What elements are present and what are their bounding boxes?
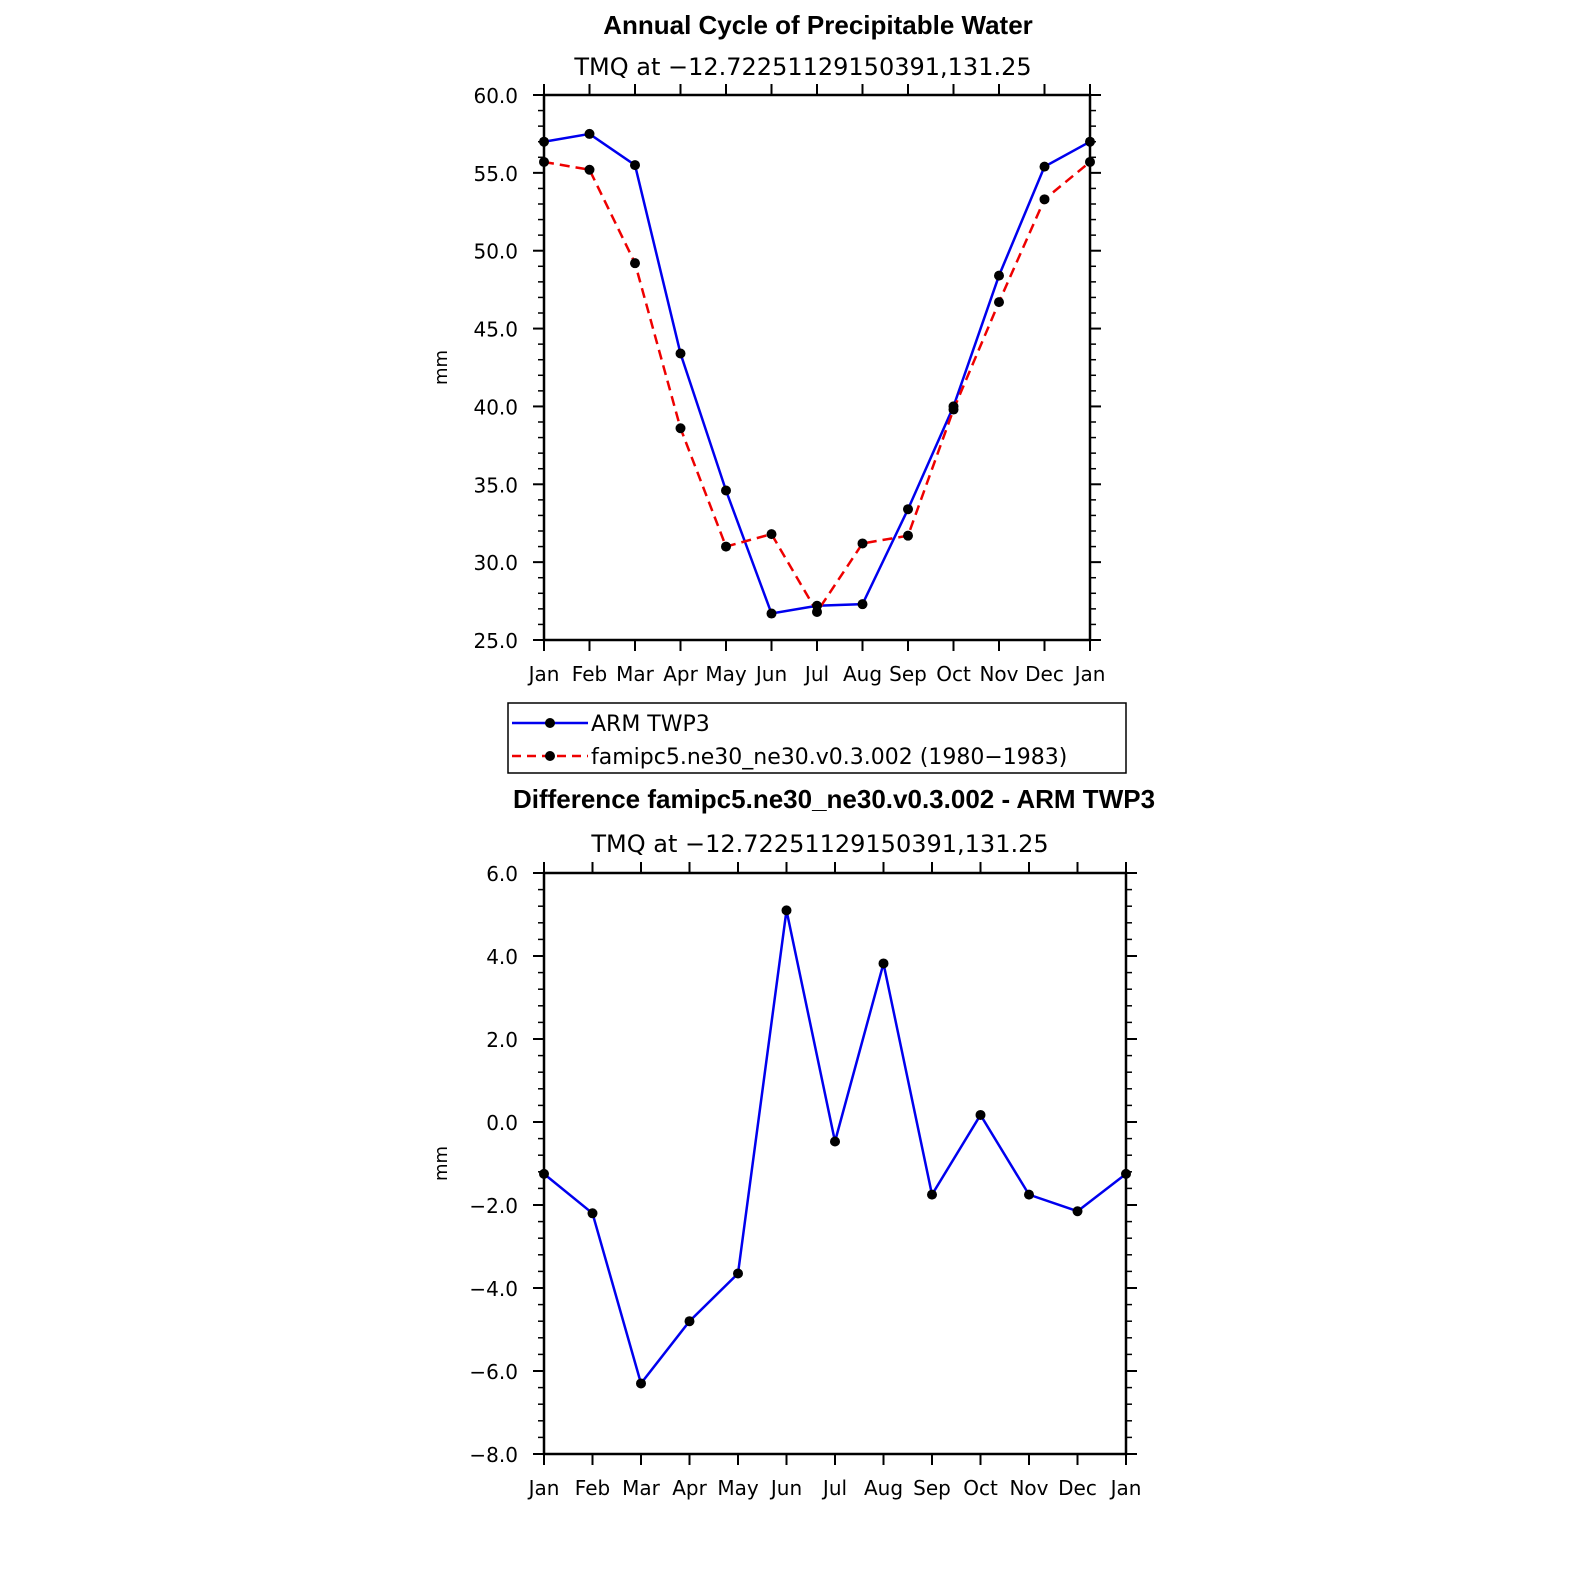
- bottom-data-point-0: [975, 1109, 986, 1120]
- top-data-point-0: [1085, 136, 1095, 147]
- top-x-tick-label: Jun: [754, 662, 787, 686]
- bottom-data-point-0: [587, 1208, 598, 1219]
- top-data-point-1: [948, 404, 959, 415]
- bottom-y-tick-label: 6.0: [486, 862, 518, 886]
- bottom-y-tick-label: 2.0: [486, 1028, 518, 1052]
- bottom-data-point-0: [1072, 1206, 1083, 1217]
- top-x-tick-label: Mar: [616, 662, 655, 686]
- top-y-tick-label: 55.0: [473, 162, 518, 186]
- top-x-tick-label: Jan: [527, 662, 560, 686]
- top-data-point-0: [994, 270, 1004, 281]
- top-y-axis-label: mm: [431, 350, 452, 385]
- bottom-x-tick-label: Aug: [864, 1476, 903, 1500]
- legend-box: [507, 702, 1127, 774]
- top-x-tick-label: Aug: [843, 662, 882, 686]
- bottom-y-tick-label: −4.0: [469, 1277, 518, 1301]
- bottom-y-axis-label: mm: [431, 1146, 452, 1181]
- bottom-x-tick-label: Mar: [622, 1476, 661, 1500]
- bottom-x-tick-label: Nov: [1009, 1476, 1048, 1500]
- top-series-line-1: [543, 160, 1091, 615]
- bottom-data-point-0: [733, 1268, 743, 1279]
- bottom-x-tick-label: Jun: [769, 1476, 802, 1500]
- bottom-y-tick-label: −2.0: [469, 1194, 518, 1218]
- bottom-x-tick-label: Sep: [913, 1476, 951, 1500]
- top-series-line-0: [543, 132, 1091, 615]
- bottom-chart-subtitle: TMQ at −12.72251129150391,131.25: [590, 830, 1048, 858]
- bottom-plot-frame: [542, 871, 1128, 1456]
- bottom-data-point-0: [927, 1189, 937, 1200]
- top-data-point-1: [766, 529, 777, 540]
- bottom-data-point-0: [1024, 1189, 1034, 1200]
- bottom-series-line-0: [543, 910, 1127, 1387]
- bottom-data-point-0: [636, 1378, 646, 1389]
- top-y-tick-label: 40.0: [473, 395, 518, 419]
- bottom-x-tick-label: Jan: [527, 1476, 560, 1500]
- top-y-tick-label: 30.0: [473, 551, 518, 575]
- bottom-data-point-0: [684, 1316, 695, 1327]
- top-y-tick-label: 45.0: [473, 318, 518, 342]
- bottom-x-tick-label: Dec: [1058, 1476, 1097, 1500]
- top-data-point-0: [675, 348, 686, 359]
- bottom-x-tick-label: Jan: [1109, 1476, 1142, 1500]
- top-data-point-1: [994, 297, 1004, 308]
- top-data-point-0: [903, 504, 913, 515]
- top-data-point-0: [1039, 161, 1050, 172]
- top-data-point-1: [584, 164, 595, 175]
- top-data-point-1: [857, 538, 868, 549]
- top-data-point-1: [812, 606, 822, 617]
- top-x-tick-label: May: [705, 662, 747, 686]
- top-y-tick-label: 60.0: [473, 84, 518, 108]
- bottom-x-tick-label: May: [717, 1476, 759, 1500]
- top-data-point-0: [766, 608, 777, 619]
- top-x-tick-label: Jan: [1073, 662, 1106, 686]
- top-chart-subtitle: TMQ at −12.72251129150391,131.25: [573, 53, 1031, 81]
- top-x-tick-label: Feb: [572, 662, 607, 686]
- top-chart: Jan Feb Mar Apr May Jun Jul Aug Sep Oct Nov Dec Jan 2…: [431, 84, 1105, 686]
- top-data-point-0: [539, 136, 549, 147]
- top-x-tick-label: Apr: [663, 662, 698, 686]
- bottom-data-point-0: [830, 1136, 840, 1147]
- top-y-tick-label: 50.0: [473, 240, 518, 264]
- bottom-y-tick-label: 0.0: [486, 1111, 518, 1135]
- top-data-point-1: [675, 423, 686, 434]
- top-x-tick-label: Dec: [1025, 662, 1064, 686]
- bottom-x-tick-label: Jul: [821, 1476, 847, 1500]
- bottom-chart-title: Difference famipc5.ne30_ne30.v0.3.002 - …: [513, 784, 1155, 814]
- top-data-point-1: [1085, 156, 1095, 167]
- top-data-point-0: [857, 599, 868, 610]
- legend-label-model: famipc5.ne30_ne30.v0.3.002 (1980−1983): [591, 745, 1067, 770]
- top-x-tick-label: Jul: [803, 662, 829, 686]
- top-plot-frame: [542, 93, 1092, 642]
- legend-marker-model: [545, 751, 555, 761]
- top-data-point-0: [584, 128, 595, 139]
- bottom-data-point-0: [878, 958, 889, 969]
- top-x-tick-label: Oct: [936, 662, 971, 686]
- legend: ARM TWP3 famipc5.ne30_ne30.v0.3.002 (198…: [507, 702, 1127, 774]
- bottom-x-tick-label: Oct: [963, 1476, 998, 1500]
- top-x-tick-label: Nov: [979, 662, 1018, 686]
- bottom-y-tick-label: −8.0: [469, 1443, 518, 1467]
- top-data-point-1: [630, 258, 640, 269]
- top-data-point-1: [1039, 194, 1050, 205]
- top-data-point-0: [630, 160, 640, 171]
- top-data-point-1: [903, 530, 913, 541]
- bottom-data-point-0: [1121, 1168, 1131, 1179]
- bottom-y-tick-label: 4.0: [486, 945, 518, 969]
- top-x-tick-label: Sep: [889, 662, 927, 686]
- bottom-x-tick-label: Feb: [575, 1476, 610, 1500]
- top-data-point-1: [721, 541, 731, 552]
- legend-label-arm: ARM TWP3: [591, 712, 710, 737]
- top-y-tick-label: 35.0: [473, 473, 518, 497]
- top-data-point-0: [721, 485, 731, 496]
- bottom-chart: Jan Feb Mar Apr May Jun Jul Aug Sep Oct Nov Dec Jan−…: [431, 862, 1141, 1500]
- bottom-data-point-0: [781, 905, 792, 916]
- top-chart-title: Annual Cycle of Precipitable Water: [603, 10, 1033, 40]
- bottom-x-tick-label: Apr: [672, 1476, 707, 1500]
- bottom-y-tick-label: −6.0: [469, 1360, 518, 1384]
- legend-marker-arm: [545, 718, 555, 728]
- top-data-point-1: [539, 156, 549, 167]
- bottom-data-point-0: [539, 1168, 549, 1179]
- top-y-tick-label: 25.0: [473, 629, 518, 653]
